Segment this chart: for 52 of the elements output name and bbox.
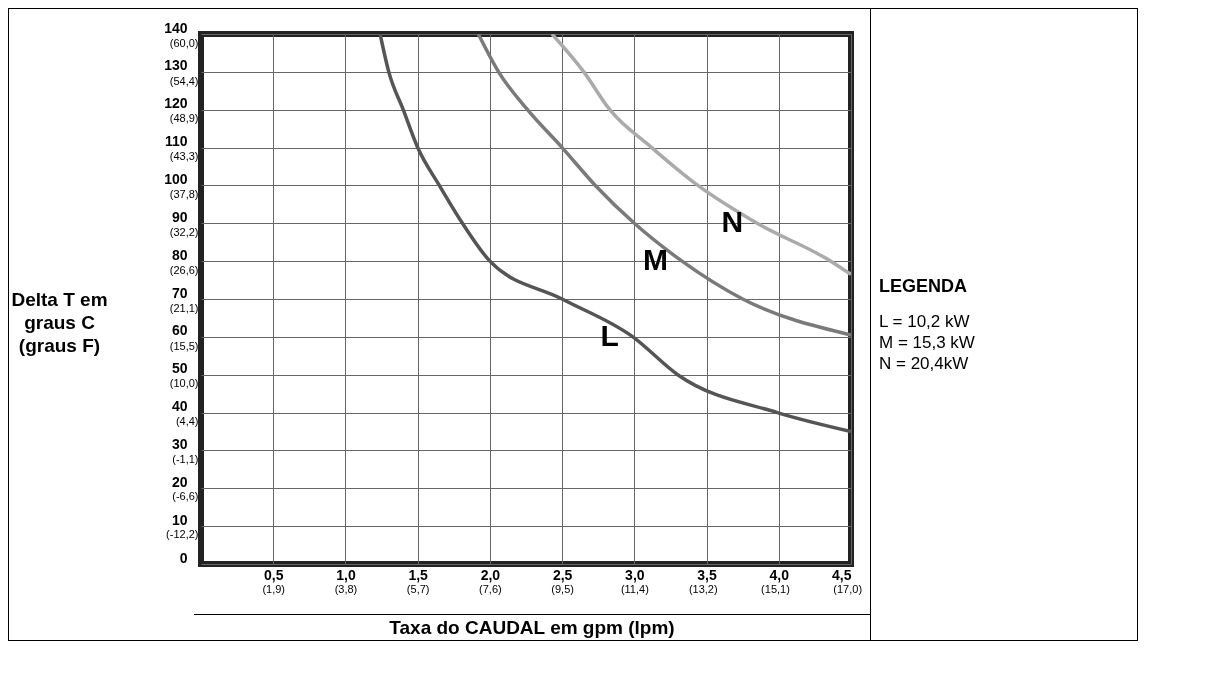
y2-tick-label: (54,4) [169,74,199,87]
y2-tick-label: (21,1) [169,301,199,314]
text: N = 20,4kW [879,352,970,374]
y-tick-label: 130 [164,57,188,74]
y2-tick-label: (43,3) [169,150,199,163]
y-tick-label: 10 [171,511,188,528]
y-tick-label: 40 [171,398,188,415]
y2-tick-label: (4,4) [175,415,199,428]
y2-tick-label: (-6,6) [172,490,199,503]
y-tick-label: 90 [171,208,188,225]
y2-tick-label: (37,8) [169,187,199,200]
x2-tick-label: (15,1) [761,582,790,595]
y-tick-label: 70 [171,284,188,301]
y-tick-label: 100 [164,170,188,187]
x-tick-label: 2,5 [552,566,573,583]
y-tick-label: 30 [171,435,188,452]
y-tick-label: 120 [164,95,188,112]
y2-tick-label: (-12,2) [166,528,199,541]
y-tick-label: 0 [179,549,188,566]
x-tick-label: 4,5 [832,566,852,583]
x2-tick-label: (13,2) [688,582,718,595]
x-tick-label: 2,0 [480,566,501,583]
y2-tick-label: (26,6) [169,264,199,277]
x-tick-label: 3,0 [625,566,645,583]
x2-tick-label: (5,7) [406,582,430,595]
y-tick-label: 80 [171,246,188,263]
x2-tick-label: (7,6) [479,582,502,595]
y-tick-label: 60 [171,322,188,339]
x2-tick-label: (9,5) [551,582,574,595]
x-tick-label: 1,0 [336,566,356,583]
x2-tick-label: (17,0) [833,582,863,595]
y-tick-label: 20 [171,473,188,490]
y-tick-label: 50 [171,360,188,377]
text: LEGENDA [879,275,968,297]
y-tick-label: 110 [164,133,188,150]
y2-tick-label: (10,0) [169,377,199,390]
x2-tick-label: (11,4) [620,582,649,595]
x2-tick-label: (1,9) [262,582,286,595]
y2-tick-label: (32,2) [169,225,199,238]
x-tick-label: 0,5 [263,566,284,583]
text: L = 10,2 kW [879,310,971,332]
y-axis-title: Delta T em graus C (graus F) [11,288,108,356]
y2-tick-label: (-1,1) [172,452,199,465]
x-tick-label: 1,5 [408,566,429,583]
y2-tick-label: (15,5) [169,339,199,352]
x2-tick-label: (3,8) [334,582,358,595]
y2-tick-label: (48,9) [169,112,199,125]
y-tick-label: 140 [164,19,188,36]
text: M = 15,3 kW [879,331,976,353]
x-tick-label: 4,0 [769,566,790,583]
x-tick-label: 3,5 [697,566,717,583]
y2-tick-label: (60,0) [169,36,199,49]
